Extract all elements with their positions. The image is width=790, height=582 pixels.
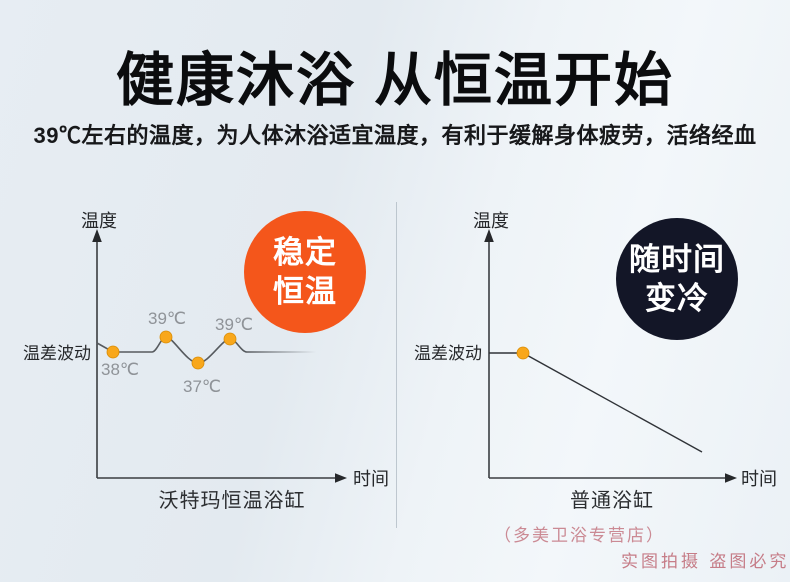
anti-theft-watermark: 实图拍摄 盗图必究 <box>621 552 790 572</box>
data-point-39c-second <box>223 332 237 346</box>
y-axis-label: 温度 <box>473 211 509 231</box>
stable-temperature-badge: 稳定 恒温 <box>244 211 366 333</box>
badge-text-line1: 稳定 <box>273 234 337 270</box>
store-watermark: （多美卫浴专营店） <box>494 526 665 546</box>
fluctuation-label: 温差波动 <box>23 344 91 363</box>
y-axis-arrow-icon <box>484 229 494 242</box>
cools-over-time-badge: 随时间 变冷 <box>616 218 738 340</box>
y-axis-arrow-icon <box>92 229 102 242</box>
x-axis-arrow-icon <box>725 473 737 483</box>
x-axis-label: 时间 <box>741 469 777 489</box>
point-label-38c: 38℃ <box>101 360 139 379</box>
data-point-39c-first <box>159 330 173 344</box>
badge-text-line1: 随时间 <box>629 241 725 277</box>
point-label-39c-second: 39℃ <box>215 315 253 334</box>
vertical-divider <box>396 202 397 528</box>
x-axis-label: 时间 <box>353 469 389 489</box>
y-axis-label: 温度 <box>81 211 117 231</box>
point-label-37c: 37℃ <box>183 377 221 396</box>
ordinary-temperature-chart: 温度 时间 温差波动 普通浴缸 <box>414 211 777 512</box>
cooling-line <box>489 352 703 453</box>
fluctuation-label: 温差波动 <box>414 344 482 363</box>
data-point-37c <box>191 356 205 370</box>
thermostatic-temperature-chart: 温度 时间 温差波动 38℃ 39℃ 37℃ 39℃ 沃特玛恒温浴缸 <box>23 211 389 512</box>
chart-caption-thermostatic: 沃特玛恒温浴缸 <box>159 489 306 512</box>
page-title: 健康沐浴 从恒温开始 <box>115 48 675 113</box>
badge-text-line2: 恒温 <box>273 274 337 309</box>
page-subtitle: 39℃左右的温度，为人体沐浴适宜温度，有利于缓解身体疲劳，活络经血 <box>33 123 757 148</box>
data-point-38c <box>106 345 120 359</box>
point-label-39c-first: 39℃ <box>148 309 186 328</box>
data-point-start <box>516 346 530 360</box>
chart-caption-ordinary: 普通浴缸 <box>570 489 654 512</box>
x-axis-arrow-icon <box>335 473 347 483</box>
badge-text-line2: 变冷 <box>645 281 709 316</box>
